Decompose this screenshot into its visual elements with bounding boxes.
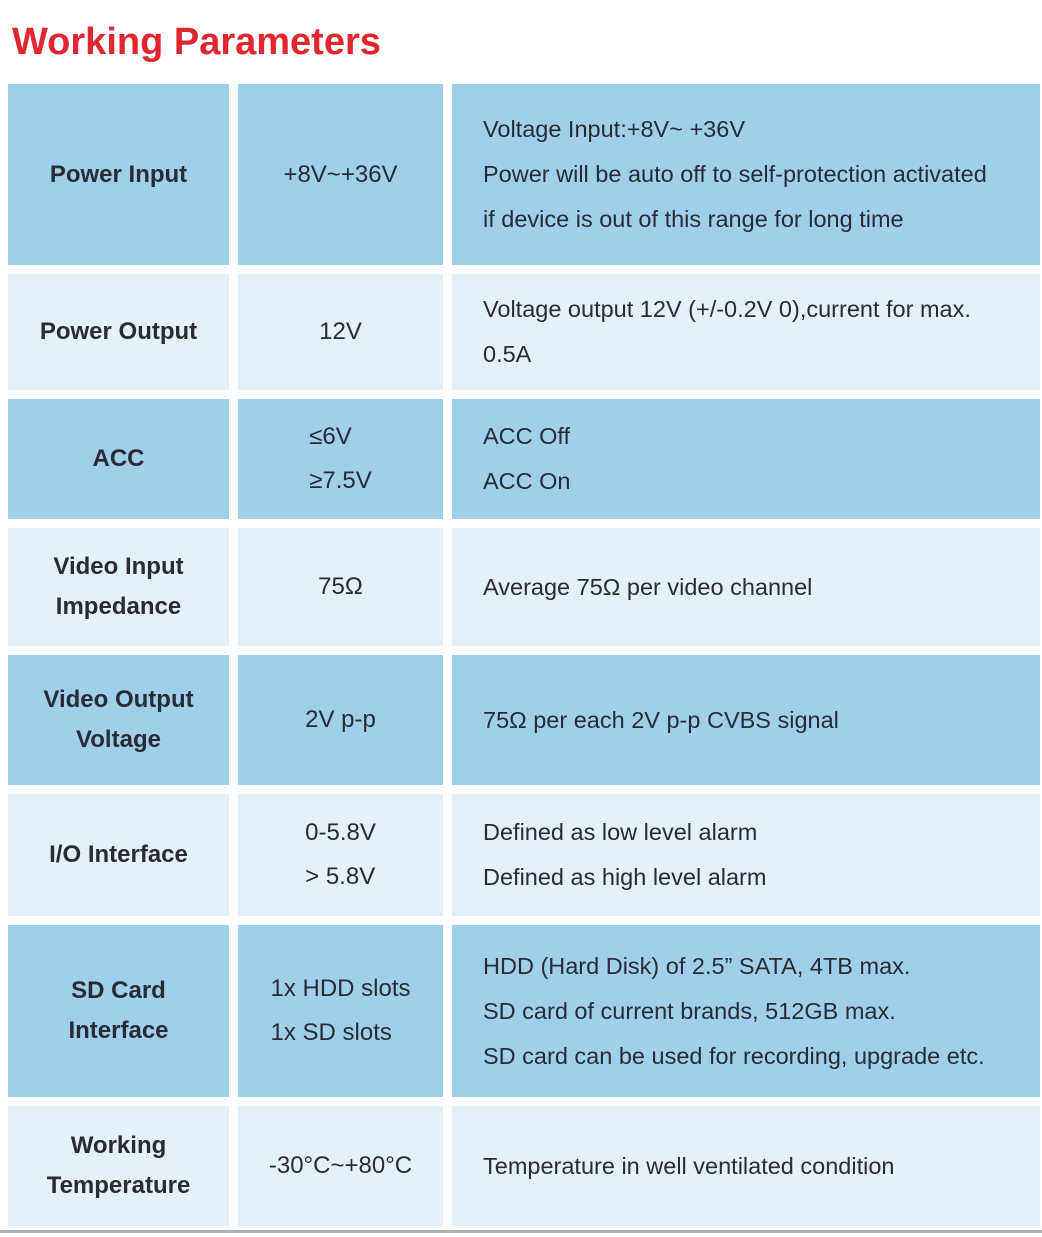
desc-line: SD card can be used for recording, upgra… bbox=[483, 1042, 985, 1069]
param-cell-lines: Video Output Voltage bbox=[43, 680, 193, 760]
value-cell: +8V~+36V bbox=[238, 84, 443, 265]
param-line: Power Input bbox=[49, 160, 188, 188]
desc-cell: Voltage Input:+8V~ +36V Power will be aut… bbox=[452, 84, 1040, 265]
desc-line: Defined as high level alarm bbox=[483, 864, 767, 890]
param-cell-lines: I/O Interface bbox=[49, 835, 188, 875]
param-line: ACC bbox=[92, 445, 145, 472]
value-cell-lines: 2V p-p bbox=[305, 698, 376, 742]
value-cell-lines: 1x HDD slots 1x SD slots bbox=[270, 967, 410, 1055]
value-line: ≤6V bbox=[309, 423, 352, 450]
param-line: Working bbox=[70, 1132, 167, 1159]
param-cell-lines: Power Input bbox=[50, 155, 187, 195]
table-row: ACC ≤6V ≥7.5V ACC Off ACC On bbox=[8, 399, 1040, 519]
param-line: Impedance bbox=[55, 593, 182, 620]
table-row: Power Input +8V~+36V Voltage Input:+8V~ +3… bbox=[8, 84, 1040, 265]
param-line: Interface bbox=[68, 1017, 169, 1044]
desc-line: 75Ω per each 2V p-p CVBS signal bbox=[483, 706, 839, 733]
value-line: > 5.8V bbox=[305, 863, 376, 890]
desc-cell-lines: HDD (Hard Disk) of 2.5” SATA, 4TB max. SD… bbox=[483, 944, 985, 1079]
value-cell: 75Ω bbox=[238, 528, 443, 646]
desc-cell: 75Ω per each 2V p-p CVBS signal bbox=[452, 655, 1040, 785]
desc-cell: Voltage output 12V (+/-0.2V 0),current f… bbox=[452, 274, 1040, 390]
desc-cell-lines: Voltage Input:+8V~ +36V Power will be aut… bbox=[483, 107, 987, 242]
table-row: Working Temperature -30°C~+80°C Temperature… bbox=[8, 1106, 1040, 1226]
page-bottom-edge bbox=[0, 1230, 1042, 1233]
desc-cell: Temperature in well ventilated condition bbox=[452, 1106, 1040, 1226]
working-parameters-table: Power Input +8V~+36V Voltage Input:+8V~ +3… bbox=[8, 84, 1040, 1235]
param-line: Power Output bbox=[39, 318, 198, 345]
desc-cell-lines: 75Ω per each 2V p-p CVBS signal bbox=[483, 698, 839, 743]
param-cell: Video Input Impedance bbox=[8, 528, 229, 646]
param-cell: Working Temperature bbox=[8, 1106, 229, 1226]
desc-line: ACC On bbox=[483, 468, 571, 494]
desc-line: Voltage Input:+8V~ +36V bbox=[483, 116, 745, 142]
param-cell: SD Card Interface bbox=[8, 925, 229, 1097]
page-title: Working Parameters bbox=[12, 21, 381, 64]
param-cell: Power Output bbox=[8, 274, 229, 390]
value-cell-lines: 0-5.8V > 5.8V bbox=[305, 811, 376, 899]
desc-cell: HDD (Hard Disk) of 2.5” SATA, 4TB max. SD… bbox=[452, 925, 1040, 1097]
desc-line: Temperature in well ventilated condition bbox=[483, 1152, 895, 1179]
value-cell-lines: +8V~+36V bbox=[283, 153, 397, 197]
value-cell-lines: 12V bbox=[319, 310, 362, 354]
value-line: -30°C~+80°C bbox=[268, 1152, 413, 1179]
value-line: 1x SD slots bbox=[270, 1019, 392, 1046]
param-cell: Power Input bbox=[8, 84, 229, 265]
table-row: I/O Interface 0-5.8V > 5.8V Defined as low … bbox=[8, 794, 1040, 916]
param-line: SD Card bbox=[71, 977, 166, 1004]
value-line: 0-5.8V bbox=[305, 819, 376, 846]
value-cell-lines: -30°C~+80°C bbox=[269, 1144, 412, 1188]
desc-cell-lines: Voltage output 12V (+/-0.2V 0),current f… bbox=[483, 287, 971, 377]
value-line: 2V p-p bbox=[305, 706, 376, 733]
desc-line: HDD (Hard Disk) of 2.5” SATA, 4TB max. bbox=[483, 952, 911, 979]
desc-line: Average 75Ω per video channel bbox=[483, 573, 813, 600]
desc-cell-lines: ACC Off ACC On bbox=[483, 414, 571, 504]
value-cell: -30°C~+80°C bbox=[238, 1106, 443, 1226]
table-row: Video Output Voltage 2V p-p 75Ω per each 2V… bbox=[8, 655, 1040, 785]
table-row: Video Input Impedance 75Ω Average 75Ω per v… bbox=[8, 528, 1040, 646]
table-row: SD Card Interface 1x HDD slots 1x SD slots H… bbox=[8, 925, 1040, 1097]
desc-line: ACC Off bbox=[483, 423, 571, 449]
param-cell: Video Output Voltage bbox=[8, 655, 229, 785]
value-cell: ≤6V ≥7.5V bbox=[238, 399, 443, 519]
value-cell: 1x HDD slots 1x SD slots bbox=[238, 925, 443, 1097]
value-cell-lines: 75Ω bbox=[318, 565, 363, 609]
value-line: +8V~+36V bbox=[283, 160, 398, 188]
param-line: Video Input bbox=[53, 553, 184, 580]
value-cell: 0-5.8V > 5.8V bbox=[238, 794, 443, 916]
desc-line: Defined as low level alarm bbox=[483, 819, 758, 845]
desc-cell-lines: Average 75Ω per video channel bbox=[483, 565, 812, 610]
desc-cell: ACC Off ACC On bbox=[452, 399, 1040, 519]
value-cell: 12V bbox=[238, 274, 443, 390]
value-cell: 2V p-p bbox=[238, 655, 443, 785]
desc-cell: Defined as low level alarm Defined as hig… bbox=[452, 794, 1040, 916]
param-line: Temperature bbox=[46, 1172, 191, 1199]
param-cell-lines: ACC bbox=[93, 439, 145, 479]
param-cell-lines: Working Temperature bbox=[47, 1126, 191, 1206]
value-line: ≥7.5V bbox=[309, 467, 372, 494]
param-cell: I/O Interface bbox=[8, 794, 229, 916]
value-line: 75Ω bbox=[318, 573, 363, 600]
table-row: Power Output 12V Voltage output 12V (+/-0.… bbox=[8, 274, 1040, 390]
desc-line: if device is out of this range for long … bbox=[483, 206, 904, 232]
desc-line: SD card of current brands, 512GB max. bbox=[483, 997, 896, 1024]
desc-cell-lines: Temperature in well ventilated condition bbox=[483, 1144, 894, 1189]
desc-line: Voltage output 12V (+/-0.2V 0),current f… bbox=[483, 296, 971, 322]
value-line: 1x HDD slots bbox=[270, 975, 411, 1002]
param-line: Video Output bbox=[43, 686, 194, 713]
value-cell-lines: ≤6V ≥7.5V bbox=[309, 415, 372, 503]
desc-line: Power will be auto off to self-protectio… bbox=[483, 161, 987, 187]
param-line: Voltage bbox=[76, 726, 161, 753]
desc-cell-lines: Defined as low level alarm Defined as hig… bbox=[483, 810, 766, 900]
param-line: I/O Interface bbox=[49, 841, 188, 868]
desc-cell: Average 75Ω per video channel bbox=[452, 528, 1040, 646]
param-cell: ACC bbox=[8, 399, 229, 519]
param-cell-lines: SD Card Interface bbox=[68, 971, 168, 1051]
desc-line: 0.5A bbox=[483, 341, 532, 367]
value-line: 12V bbox=[319, 318, 362, 345]
param-cell-lines: Power Output bbox=[40, 312, 197, 352]
param-cell-lines: Video Input Impedance bbox=[53, 547, 183, 627]
